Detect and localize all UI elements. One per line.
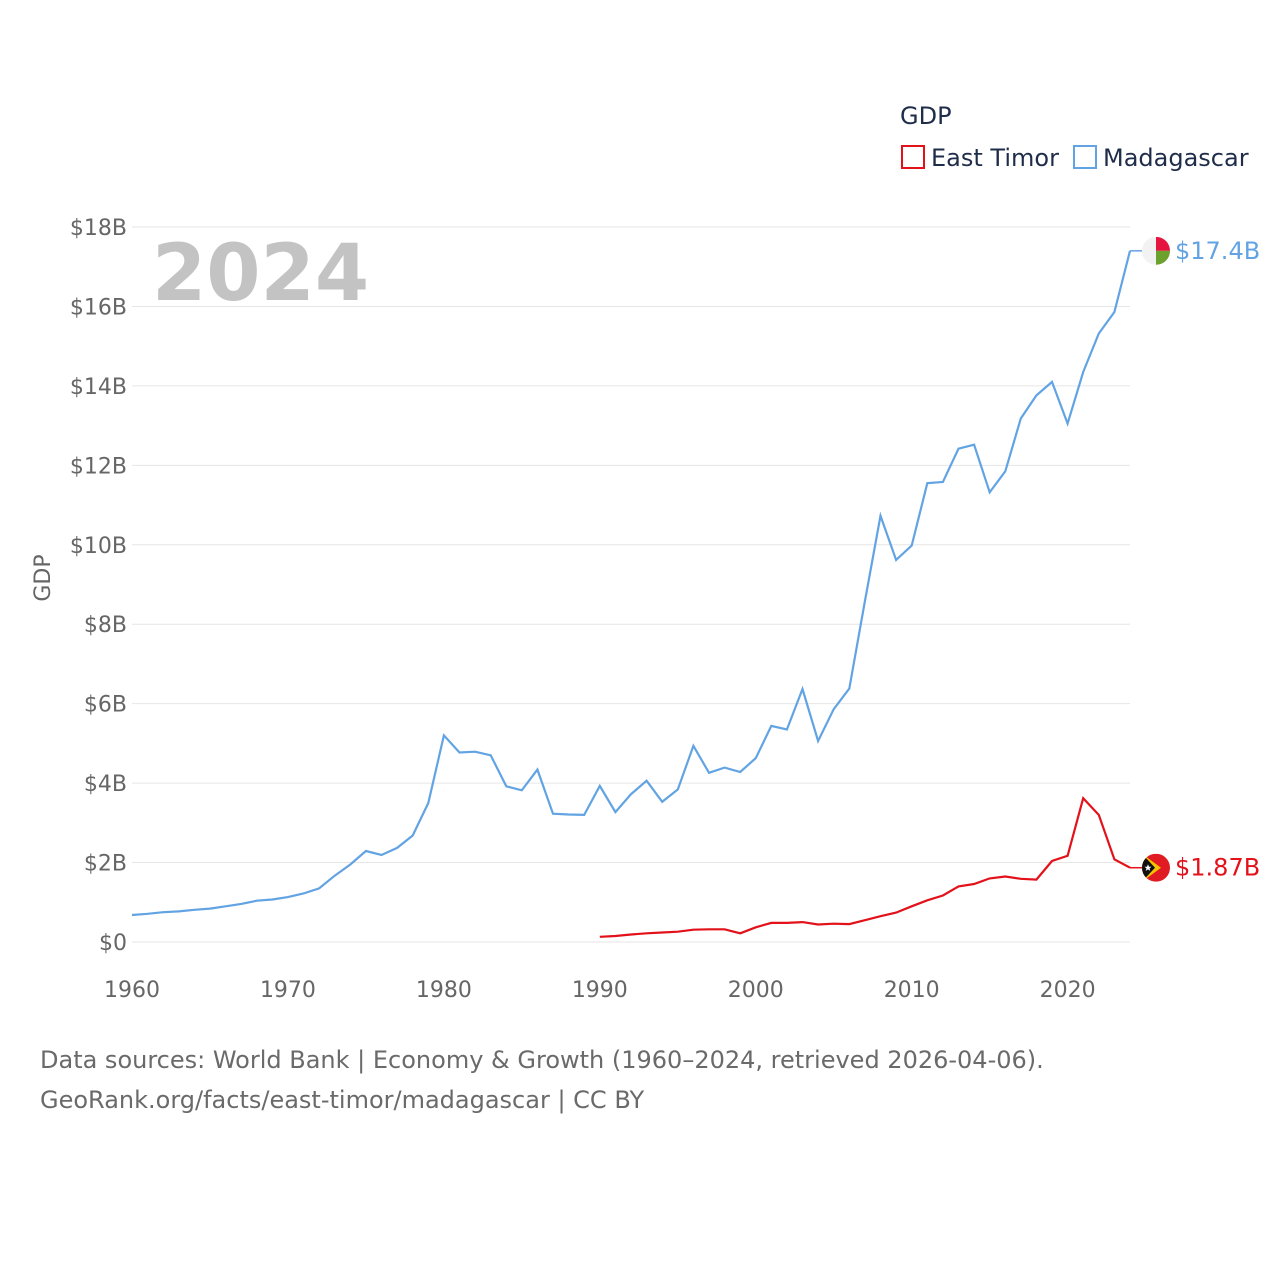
y-tick-label: $8B xyxy=(84,613,127,638)
data-source-note: Data sources: World Bank | Economy & Gro… xyxy=(40,1040,1044,1120)
east-timor-flag-icon xyxy=(1142,853,1170,882)
madagascar-flag-icon xyxy=(1142,236,1170,265)
y-tick-label: $10B xyxy=(70,534,127,559)
legend-label-madagascar: Madagascar xyxy=(1103,144,1249,172)
y-tick-label: $12B xyxy=(70,454,127,479)
x-axis-ticks: 1960 1970 1980 1990 2000 2010 2020 xyxy=(104,978,1096,1003)
source-line-2[interactable]: GeoRank.org/facts/east-timor/madagascar … xyxy=(40,1086,645,1114)
legend-item-madagascar[interactable]: Madagascar xyxy=(1073,144,1249,172)
legend-swatch-madagascar xyxy=(1073,145,1097,169)
source-line-1: Data sources: World Bank | Economy & Gro… xyxy=(40,1046,1044,1074)
y-tick-label: $16B xyxy=(70,295,127,320)
y-tick-label: $14B xyxy=(70,375,127,400)
x-tick-label: 2000 xyxy=(728,978,784,1003)
series-line-east-timor xyxy=(599,796,1131,938)
y-axis-ticks: $0 $2B $4B $6B $8B $10B $12B $14B $16B $18B xyxy=(70,216,127,956)
y-tick-label: $18B xyxy=(70,216,127,241)
legend-title: GDP xyxy=(900,102,952,130)
legend-item-east-timor[interactable]: East Timor xyxy=(901,144,1059,172)
x-tick-label: 1990 xyxy=(572,978,628,1003)
legend: GDP East Timor Madagascar xyxy=(900,102,1249,172)
x-tick-label: 2010 xyxy=(884,978,940,1003)
y-axis-label: GDP xyxy=(31,554,56,601)
series-line-madagascar xyxy=(131,250,1132,917)
year-label: 2024 xyxy=(152,229,369,319)
y-tick-label: $4B xyxy=(84,772,127,797)
grid-lines xyxy=(132,226,1130,943)
y-tick-label: $6B xyxy=(84,693,127,718)
legend-swatch-east-timor xyxy=(901,145,925,169)
legend-label-east-timor: East Timor xyxy=(931,144,1059,172)
x-tick-label: 1960 xyxy=(104,978,160,1003)
end-label-madagascar: $17.4B xyxy=(1175,237,1260,265)
x-tick-label: 2020 xyxy=(1040,978,1096,1003)
x-tick-label: 1980 xyxy=(416,978,472,1003)
y-tick-label: $2B xyxy=(84,852,127,877)
y-tick-label: $0 xyxy=(99,931,127,956)
x-tick-label: 1970 xyxy=(260,978,316,1003)
end-label-east-timor: $1.87B xyxy=(1175,854,1260,882)
